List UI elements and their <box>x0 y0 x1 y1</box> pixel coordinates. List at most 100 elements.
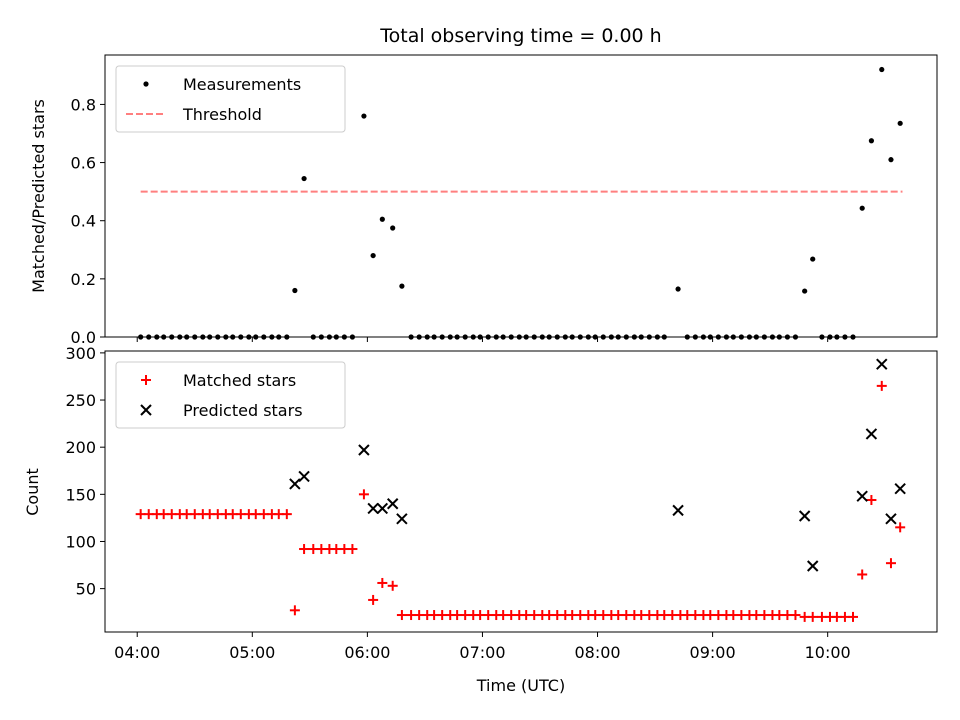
top-y-tick-label: 0.4 <box>71 212 96 231</box>
measurement-point <box>301 175 307 182</box>
measurement-point <box>661 334 667 340</box>
measurement-point <box>684 334 690 340</box>
matched-star-point <box>368 594 379 605</box>
measurement-point <box>500 334 506 340</box>
measurement-point <box>850 334 856 340</box>
bottom-y-tick-label: 50 <box>76 580 96 599</box>
measurement-point <box>692 334 698 340</box>
measurement-point <box>776 334 782 340</box>
predicted-star-point <box>367 502 379 515</box>
measurement-point <box>493 334 499 340</box>
measurement-point <box>715 334 721 340</box>
measurement-point <box>554 334 560 340</box>
measurement-point <box>318 334 324 340</box>
measurement-point <box>138 334 144 340</box>
x-tick-label: 07:00 <box>459 643 505 662</box>
measurement-point <box>600 334 606 340</box>
measurement-point <box>200 334 206 340</box>
matched-star-point <box>807 611 818 622</box>
measurement-point <box>207 334 213 340</box>
x-tick-label: 06:00 <box>344 643 390 662</box>
measurement-point <box>802 288 808 294</box>
bottom-y-tick-label: 300 <box>65 344 96 363</box>
matched-star-point <box>387 580 398 591</box>
measurement-point <box>577 334 583 340</box>
predicted-star-point <box>376 502 389 515</box>
measurement-point <box>399 283 405 289</box>
matched-star-point <box>885 558 896 569</box>
x-tick-label: 09:00 <box>690 643 736 662</box>
legend-matched-swatch <box>141 375 151 385</box>
measurement-point <box>707 334 713 340</box>
x-tick-label: 10:00 <box>805 643 851 662</box>
bottom-y-tick-label: 250 <box>65 391 96 410</box>
measurement-point <box>269 334 275 340</box>
measurement-point <box>169 334 175 340</box>
measurement-point <box>539 334 545 340</box>
bottom-y-tick-label: 200 <box>65 438 96 457</box>
top-y-axis-label: Matched/Predicted stars <box>29 99 48 293</box>
predicted-star-point <box>358 444 370 456</box>
matched-star-point <box>876 380 887 391</box>
predicted-star-point <box>856 490 868 502</box>
measurement-point <box>447 334 453 340</box>
measurement-point <box>177 334 183 340</box>
measurement-point <box>769 334 776 340</box>
predicted-star-point <box>289 478 301 490</box>
measurement-point <box>390 225 396 231</box>
legend-entry-label: Predicted stars <box>183 401 303 420</box>
predicted-star-point <box>396 513 408 525</box>
measurement-point <box>485 334 491 340</box>
x-tick-label: 08:00 <box>574 643 620 662</box>
legend-entry-label: Measurements <box>183 75 301 94</box>
measurement-point <box>654 334 660 340</box>
measurement-point <box>326 334 332 340</box>
measurement-point <box>516 334 522 340</box>
measurement-point <box>424 334 430 340</box>
measurement-point <box>379 216 385 222</box>
measurement-point <box>546 334 552 340</box>
measurement-point <box>523 334 529 340</box>
measurement-point <box>842 334 848 340</box>
x-axis-label: Time (UTC) <box>476 676 565 695</box>
legend-entry-label: Threshold <box>182 105 262 124</box>
measurement-point <box>810 256 816 262</box>
legend-predicted-swatch <box>140 404 152 416</box>
matched-star-point <box>299 544 310 555</box>
matched-star-point <box>895 522 906 533</box>
measurement-point <box>370 252 376 259</box>
measurement-point <box>184 334 190 340</box>
predicted-star-point <box>894 482 906 495</box>
measurement-point <box>477 334 483 340</box>
measurement-point <box>834 334 840 340</box>
predicted-star-point <box>386 498 399 510</box>
measurement-point <box>408 334 414 340</box>
x-tick-label: 05:00 <box>229 643 275 662</box>
measurement-point <box>333 334 339 340</box>
measurement-point <box>284 334 290 340</box>
predicted-star-point <box>798 510 811 522</box>
measurement-point <box>508 334 514 340</box>
measurement-point <box>439 334 445 340</box>
matched-star-point <box>396 610 407 621</box>
measurement-point <box>897 120 903 126</box>
measurement-point <box>454 334 460 340</box>
matched-star-point <box>847 611 858 622</box>
top-y-tick-label: 0.0 <box>71 328 96 347</box>
measurement-point <box>723 334 730 340</box>
measurement-point <box>827 334 833 340</box>
predicted-star-point <box>885 513 897 525</box>
chart-title: Total observing time = 0.00 h <box>379 25 661 47</box>
predicted-star-point <box>807 560 819 572</box>
top-y-tick-label: 0.8 <box>71 95 96 114</box>
measurement-point <box>223 334 229 340</box>
bottom-y-tick-label: 150 <box>65 485 96 504</box>
measurement-point <box>470 334 476 340</box>
measurement-point <box>261 334 267 340</box>
measurement-point <box>753 334 759 340</box>
measurement-point <box>192 334 198 340</box>
measurement-point <box>784 334 791 340</box>
measurement-point <box>292 287 298 294</box>
